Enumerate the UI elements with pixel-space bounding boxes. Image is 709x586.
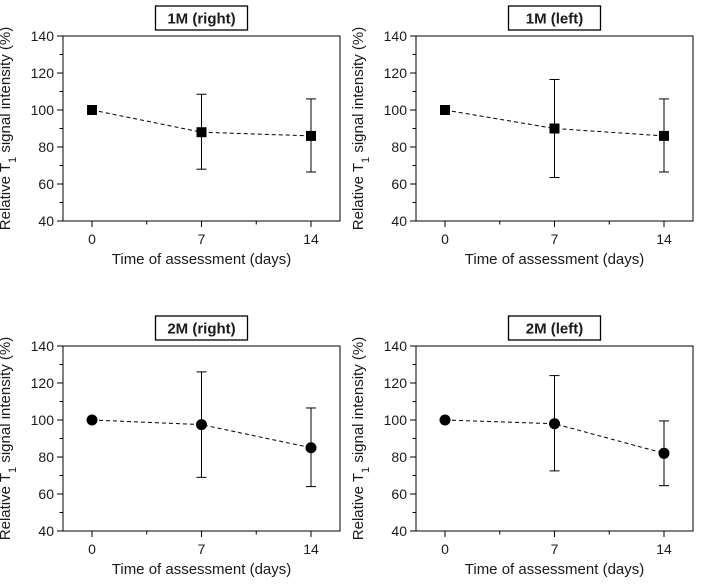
x-tick-label: 0 [88, 231, 96, 247]
y-tick-label: 80 [391, 139, 407, 155]
data-point-marker [86, 414, 98, 426]
y-axis-title-subscript: 1 [7, 157, 19, 163]
y-axis-title: Relative T1 signal intensity (%) [0, 337, 19, 540]
y-tick-label: 40 [391, 213, 407, 229]
y-tick-label: 80 [391, 449, 407, 465]
panel-title: 2M (right) [167, 321, 235, 338]
data-point-marker [305, 442, 317, 454]
chart-panel-4: 2M (left) 40 60 80 100 120 140 0 7 14 Time of asse… [350, 315, 694, 578]
x-axis-title: Time of assessment (days) [112, 561, 292, 578]
x-tick-label: 14 [656, 231, 672, 247]
y-tick-label: 120 [31, 375, 55, 391]
y-axis-title-part: Relative T [350, 163, 367, 230]
x-tick-label: 7 [551, 231, 559, 247]
chart-panel-1: 1M (right) 40 60 80 100 120 140 0 7 14 Time of ass… [0, 5, 341, 268]
data-point-marker [658, 447, 670, 459]
x-tick-label: 0 [88, 541, 96, 557]
data-point-marker [659, 130, 669, 141]
y-tick-label: 80 [38, 449, 54, 465]
data-point-marker [196, 127, 207, 138]
series-line [91, 419, 312, 449]
y-tick-label: 140 [384, 28, 408, 44]
panel-title: 1M (right) [167, 11, 235, 28]
data-point-marker [306, 130, 316, 141]
panel-title-box [507, 5, 602, 31]
series-line [444, 109, 665, 137]
y-tick-label: 60 [391, 176, 407, 192]
x-axis-title: Time of assessment (days) [465, 251, 645, 268]
y-tick-label: 60 [38, 176, 54, 192]
y-tick-label: 40 [38, 213, 54, 229]
y-axis-title: Relative T1 signal intensity (%) [350, 27, 372, 230]
x-tick-label: 7 [198, 541, 206, 557]
x-tick-label: 0 [441, 231, 449, 247]
y-tick-label: 120 [384, 65, 408, 81]
y-tick-label: 40 [38, 523, 54, 539]
y-tick-label: 80 [38, 139, 54, 155]
series-line [444, 419, 665, 454]
panel-title: 1M (left) [526, 11, 584, 28]
y-tick-label: 120 [384, 375, 408, 391]
y-axis-title-subscript: 1 [360, 467, 372, 473]
data-point-marker [439, 414, 451, 426]
y-axis-title-part: Relative T [0, 473, 14, 540]
x-tick-label: 14 [656, 541, 672, 557]
y-axis-title-subscript: 1 [360, 157, 372, 163]
series-line [91, 109, 312, 137]
y-tick-label: 100 [384, 412, 408, 428]
y-tick-label: 40 [391, 523, 407, 539]
panel-title-box [154, 5, 249, 31]
x-tick-label: 14 [303, 541, 319, 557]
chart-panel-2: 1M (left) 40 60 80 100 120 140 0 7 14 Time of asse… [350, 5, 694, 268]
y-tick-label: 100 [384, 102, 408, 118]
data-point-marker [87, 105, 97, 115]
x-axis-title: Time of assessment (days) [465, 561, 645, 578]
y-axis-title-part: Relative T [350, 473, 367, 540]
y-tick-label: 140 [31, 338, 55, 354]
y-axis-title: Relative T1 signal intensity (%) [0, 27, 19, 230]
y-axis-title-part: signal intensity (%) [0, 337, 14, 467]
y-tick-label: 60 [38, 486, 54, 502]
panel-title-box [154, 315, 249, 341]
y-tick-label: 140 [384, 338, 408, 354]
y-axis-title-part: Relative T [0, 163, 14, 230]
y-axis-title-part: signal intensity (%) [350, 27, 367, 157]
y-tick-label: 120 [31, 65, 55, 81]
data-point-marker [196, 419, 207, 431]
x-axis-title: Time of assessment (days) [112, 251, 292, 268]
x-tick-label: 0 [441, 541, 449, 557]
y-axis-title-part: signal intensity (%) [350, 337, 367, 467]
x-tick-label: 14 [303, 231, 319, 247]
y-tick-label: 100 [31, 412, 55, 428]
x-tick-label: 7 [198, 231, 206, 247]
panel-title-box [507, 315, 602, 341]
y-tick-label: 100 [31, 102, 55, 118]
panel-title: 2M (left) [526, 321, 584, 338]
y-axis-title-subscript: 1 [7, 467, 19, 473]
data-point-marker [549, 123, 560, 134]
data-point-marker [549, 418, 560, 430]
y-tick-label: 140 [31, 28, 55, 44]
y-tick-label: 60 [391, 486, 407, 502]
x-tick-label: 7 [551, 541, 559, 557]
chart-panel-3: 2M (right) 40 60 80 100 120 140 0 7 14 Time of ass… [0, 315, 341, 578]
y-axis-title: Relative T1 signal intensity (%) [350, 337, 372, 540]
data-point-marker [440, 105, 450, 115]
y-axis-title-part: signal intensity (%) [0, 27, 14, 157]
